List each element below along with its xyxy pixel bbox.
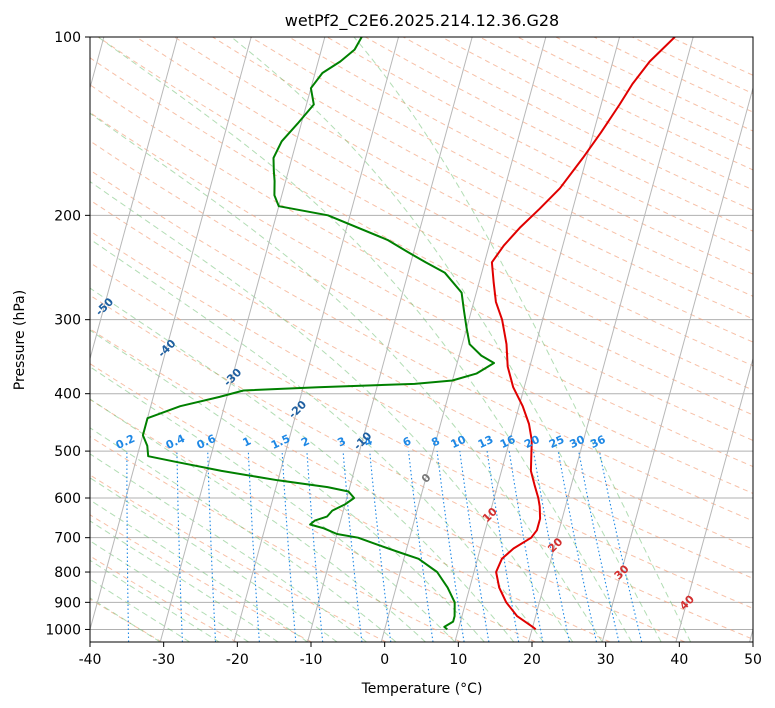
mixing-ratio-label: 36 (588, 433, 608, 451)
isotherm-line (675, 356, 753, 642)
y-tick-label: 800 (54, 565, 81, 581)
dry-adiabat-line (90, 199, 753, 550)
x-tick-label: 50 (744, 652, 762, 668)
moist-adiabat-line (90, 366, 456, 642)
moist-adiabat-line (90, 427, 397, 642)
mixing-ratio-line (557, 451, 598, 642)
mixing-ratio-line (459, 451, 490, 642)
y-tick-label: 400 (54, 387, 81, 403)
x-tick-label: -20 (226, 652, 249, 668)
x-tick-label: 40 (670, 652, 688, 668)
mixing-ratio-line (369, 451, 392, 642)
moist-adiabat-line (90, 453, 367, 642)
x-tick-label: -10 (300, 652, 323, 668)
moist-adiabat-line (90, 520, 279, 642)
y-tick-label: 100 (54, 30, 81, 46)
x-tick-label: 0 (380, 652, 389, 668)
mixing-ratio-line (532, 451, 570, 642)
profile-series (141, 37, 676, 631)
y-tick-label: 600 (54, 491, 81, 507)
mixing-ratio-label: 25 (547, 433, 566, 451)
dry-adiabat-line (90, 474, 387, 642)
profile-line (141, 37, 495, 631)
dry-adiabat-line (97, 37, 753, 391)
isotherm-line (601, 85, 753, 642)
mixing-ratio-line (578, 451, 620, 642)
dry-adiabat-line (250, 37, 753, 297)
chart-title: wetPf2_C2E6.2025.214.12.36.G28 (285, 11, 559, 31)
dry-adiabat-line (90, 140, 753, 494)
moist-adiabat-line (230, 37, 662, 642)
moist-adiabat-line (90, 112, 603, 642)
dry-adiabat-line (90, 328, 686, 642)
moist-adiabat-line (97, 37, 633, 642)
moist-adiabat-line (353, 37, 692, 642)
moist-adiabat-line (90, 578, 190, 642)
x-tick-label: 10 (449, 652, 467, 668)
y-tick-label: 700 (54, 531, 81, 547)
moist-adiabat-line (90, 499, 308, 642)
x-tick-label: -40 (79, 652, 102, 668)
dry-adiabat-line (90, 84, 753, 441)
moist-adiabat-line (90, 287, 515, 642)
moist-adiabat-line (90, 559, 220, 642)
moist-adiabat-line (90, 181, 574, 642)
isotherm-line (380, 37, 547, 642)
isotherm-line (90, 37, 252, 632)
mixing-ratio-label: 16 (498, 433, 518, 451)
mixing-ratio-label: 20 (522, 433, 542, 451)
mixing-ratio-lines (126, 450, 643, 642)
mixing-ratio-line (436, 451, 465, 642)
y-tick-label: 900 (54, 595, 81, 611)
mixing-ratio-line (281, 451, 297, 642)
y-ticks: 100 200 300 400 500 600 700 800 900 1000 (45, 30, 90, 638)
isotherm-line (90, 37, 178, 361)
moist-adiabats (90, 37, 692, 642)
y-tick-label: 1000 (45, 622, 81, 638)
isotherm-line (307, 37, 473, 642)
x-tick-label: 20 (523, 652, 541, 668)
x-tick-label: -30 (152, 652, 175, 668)
mixing-ratio-line (306, 451, 324, 642)
mixing-ratio-label: 13 (476, 433, 495, 451)
dry-adiabat-line (90, 230, 753, 579)
y-tick-label: 200 (54, 208, 81, 224)
plot-area: 0.10.20.40.611.52346810131620253036-100-… (90, 37, 753, 642)
x-axis-label: Temperature (°C) (361, 681, 483, 697)
moist-adiabat-line (90, 540, 249, 642)
pressure-gridlines (90, 37, 753, 630)
profile-line (490, 37, 676, 631)
dry-adiabat-line (90, 555, 237, 642)
y-tick-label: 300 (54, 313, 81, 329)
isotherm-line (528, 37, 694, 642)
dry-adiabat-line (90, 262, 753, 609)
dry-adiabat-line (174, 37, 753, 343)
moist-adiabat-line (90, 398, 426, 642)
moist-adiabat-line (90, 477, 338, 642)
dry-adiabat-line (90, 363, 611, 642)
y-tick-label: 500 (54, 444, 81, 460)
plot-frame (89, 36, 754, 643)
x-tick-label: 30 (597, 652, 615, 668)
mixing-ratio-label: 30 (567, 433, 587, 451)
dry-adiabat-line (90, 598, 163, 642)
isotherm-line (233, 37, 399, 642)
mixing-ratio-line (598, 450, 643, 642)
mixing-ratio-label: 10 (449, 433, 469, 451)
mixing-ratio-line (407, 451, 434, 642)
y-axis-label: Pressure (hPa) (12, 290, 28, 390)
x-ticks: -40 -30 -20 -10 0 10 20 30 40 50 (79, 642, 762, 668)
mixing-ratio-line (342, 451, 363, 642)
isotherm-line (454, 37, 620, 642)
isotherm-line (159, 37, 326, 642)
isotherms (90, 37, 753, 642)
